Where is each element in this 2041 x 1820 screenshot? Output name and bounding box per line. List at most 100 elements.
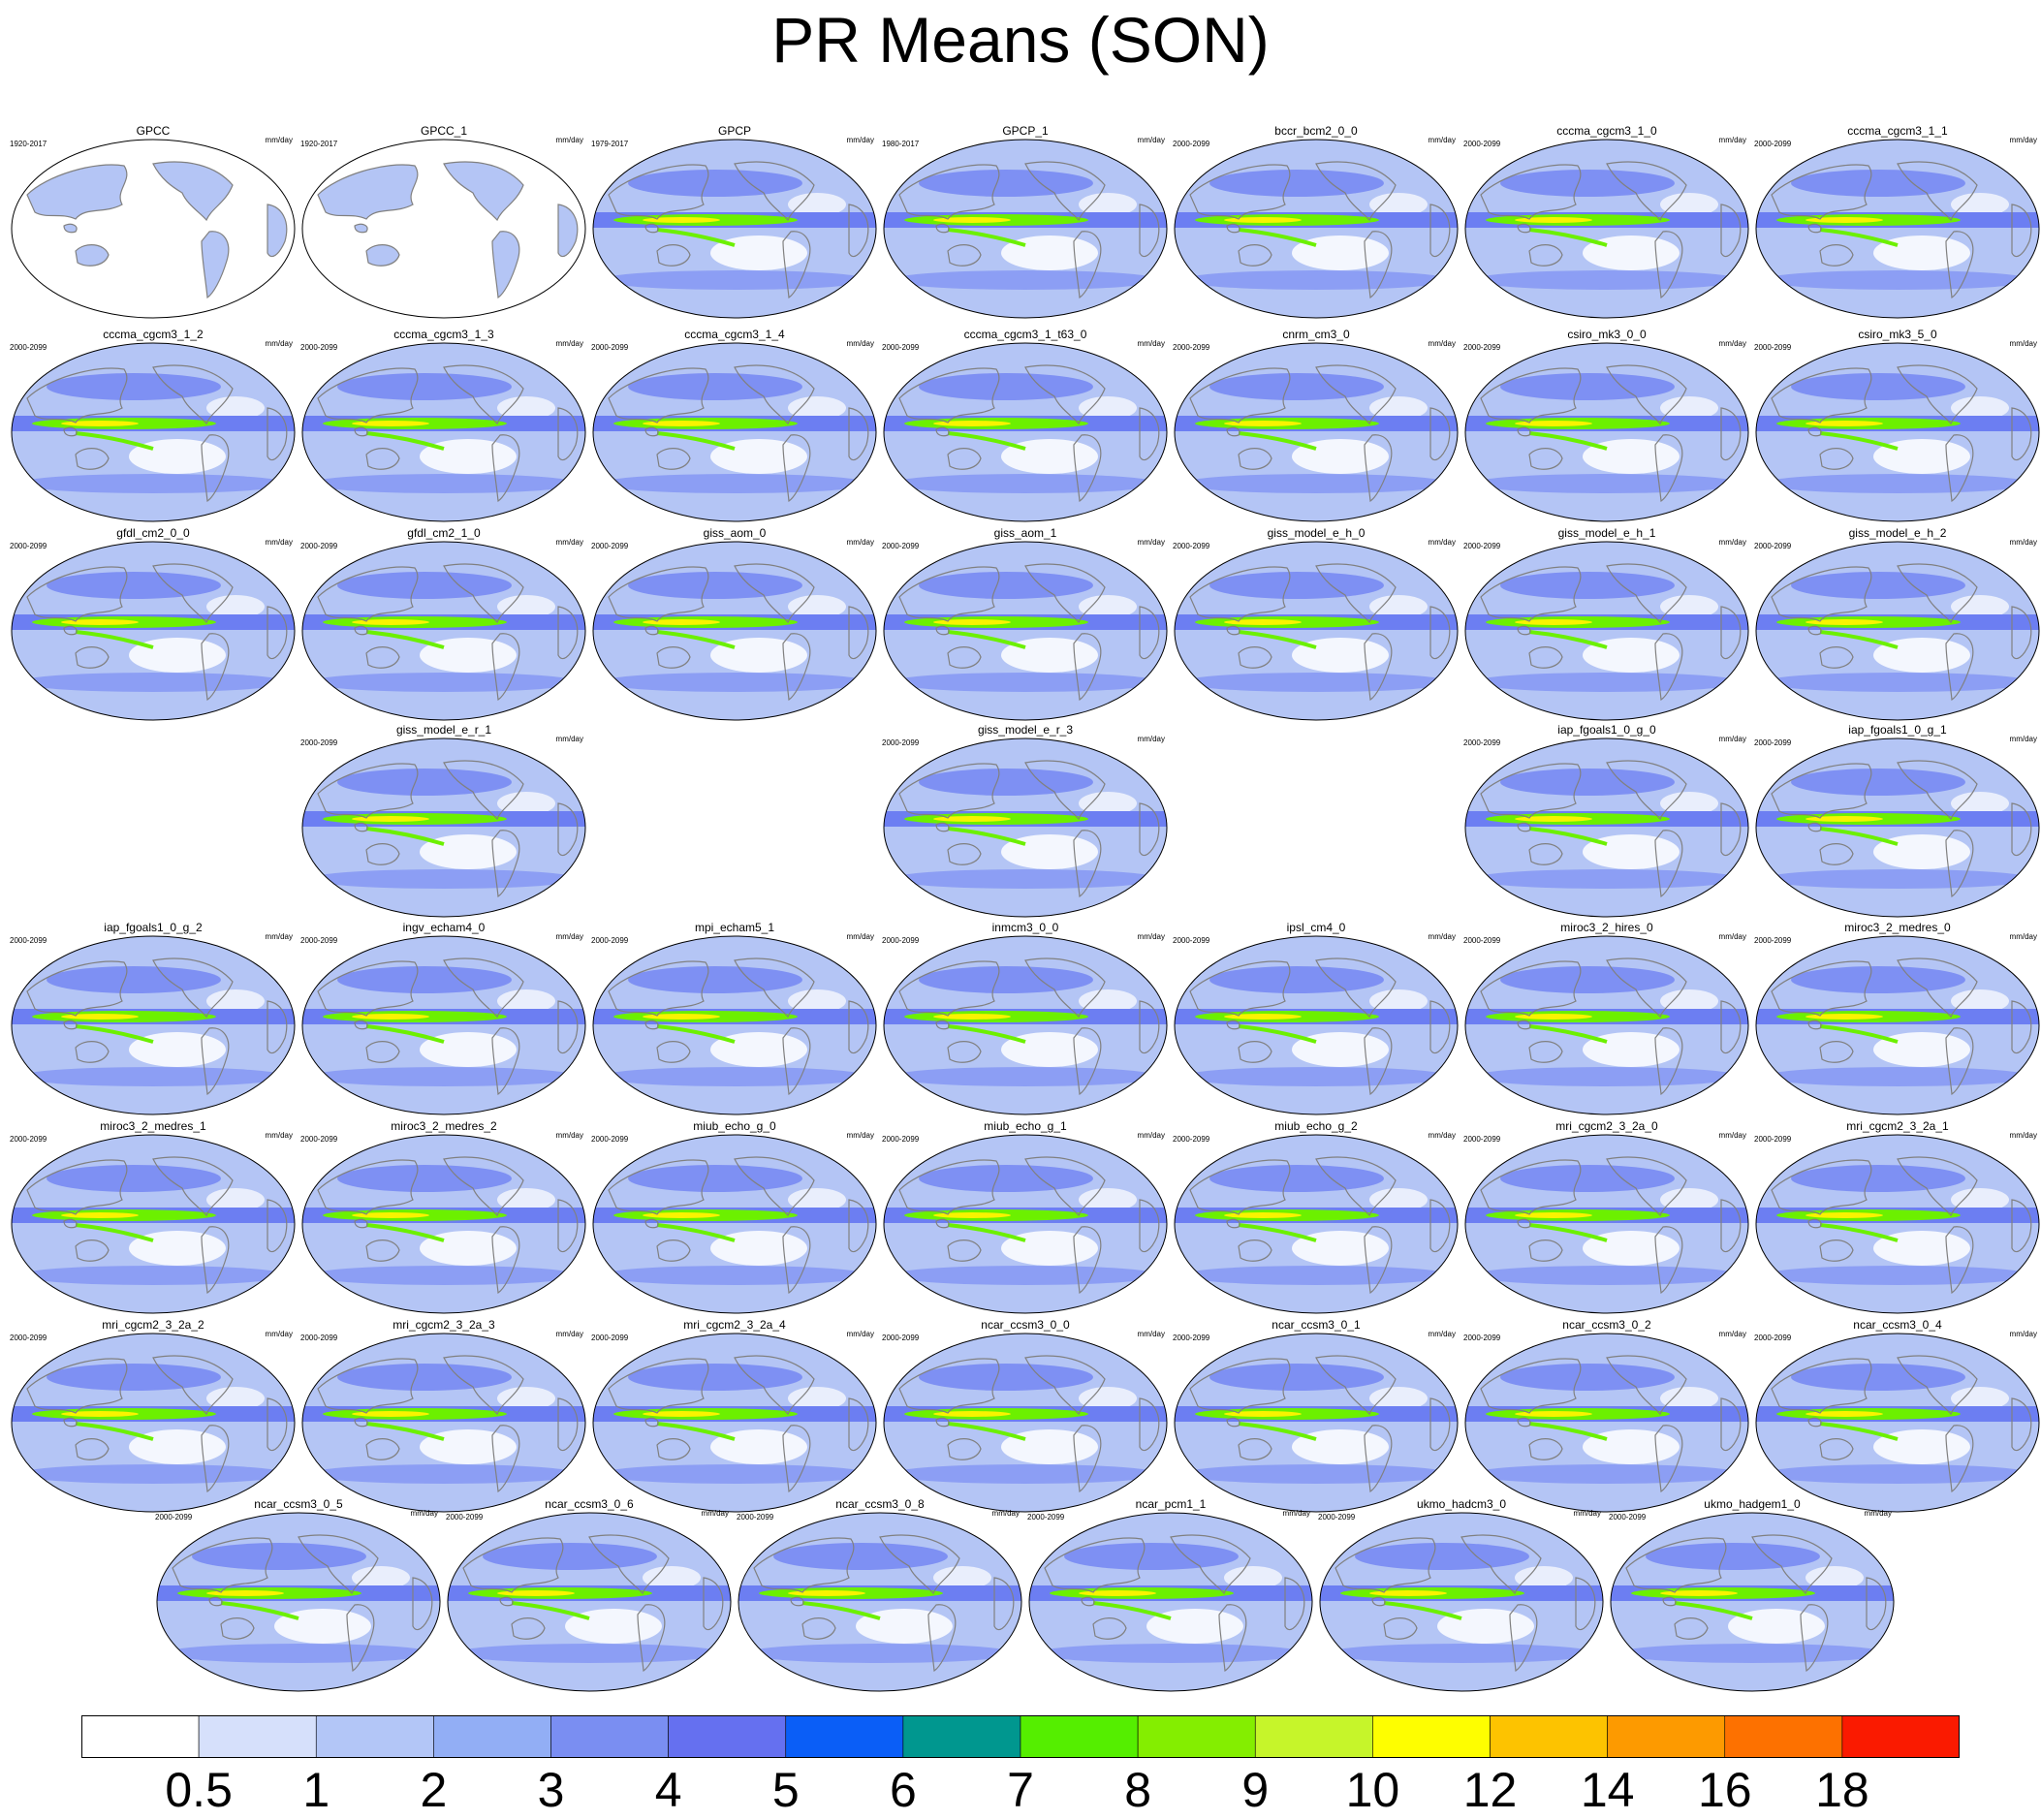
- coastline-3: [443, 364, 524, 425]
- spcz-band: [75, 1422, 154, 1441]
- coastline-0: [753, 1537, 855, 1593]
- coastline-4: [346, 1604, 375, 1673]
- coastline-4: [1945, 1027, 1974, 1096]
- storm-track-south: [1471, 474, 1743, 493]
- map-outline: [883, 541, 1168, 721]
- map-panel: cccma_cgcm3_1_2 2000-2099 mm/day: [8, 328, 298, 526]
- coastline-5: [703, 1577, 724, 1631]
- map-panel: iap_fgoals1_0_g_1 2000-2099 mm/day: [1752, 723, 2041, 922]
- panel-title: giss_model_e_h_2: [1848, 526, 1947, 540]
- panel-period: 2000-2099: [1173, 1334, 1210, 1342]
- panel-units: mm/day: [1718, 538, 1746, 547]
- map-outline: [1755, 935, 2040, 1115]
- itcz-peak: [1806, 619, 1883, 625]
- coastline-2: [63, 625, 78, 636]
- map-outline: [883, 1134, 1168, 1314]
- coastline-0: [1189, 566, 1291, 622]
- panel-period: 2000-2099: [882, 542, 920, 550]
- colorbar-label: 18: [1815, 1763, 1869, 1817]
- coastline-0: [1771, 1159, 1872, 1215]
- itcz-peak: [1369, 1590, 1447, 1596]
- panel-period: 2000-2099: [591, 343, 629, 352]
- map-outline: [1174, 139, 1459, 319]
- coastline-2: [63, 1218, 78, 1229]
- spcz-band: [1819, 1223, 1899, 1242]
- colorbar-swatch: [315, 1715, 434, 1758]
- spcz-band: [365, 1422, 445, 1441]
- coastline-3: [1897, 1355, 1978, 1416]
- map-panel: csiro_mk3_5_0 2000-2099 mm/day: [1752, 328, 2041, 526]
- map-panel: ingv_echam4_0 2000-2099 mm/day: [298, 921, 589, 1119]
- map-outline: [11, 342, 296, 522]
- map-panel: ncar_ccsm3_0_5 2000-2099 mm/day: [153, 1497, 444, 1696]
- coastline-5: [1720, 1000, 1742, 1054]
- itcz-peak: [61, 1212, 139, 1218]
- map-outline: [1464, 1333, 1749, 1513]
- dry-zone-north: [1951, 792, 2009, 815]
- coastline-4: [1945, 1425, 1974, 1493]
- precip-map: [11, 1333, 296, 1513]
- coastline-4: [1509, 1604, 1538, 1673]
- panel-period: 1980-2017: [882, 140, 920, 148]
- coastline-2: [1371, 1596, 1386, 1607]
- colorbar-label: 4: [654, 1763, 682, 1817]
- coastline-0: [1189, 1159, 1291, 1215]
- colorbar-label: 1: [302, 1763, 330, 1817]
- itcz-peak: [206, 1590, 284, 1596]
- coastline-1: [1238, 244, 1272, 267]
- coastline-0: [1771, 566, 1872, 622]
- coastline-5: [2011, 1199, 2032, 1253]
- panel-period: 2000-2099: [446, 1513, 484, 1522]
- panel-period: 2000-2099: [10, 542, 47, 550]
- panel-title: gfdl_cm2_1_0: [407, 526, 481, 540]
- panel-period: 2000-2099: [1173, 542, 1210, 550]
- coastline-4: [1073, 434, 1102, 503]
- map-panel: miroc3_2_medres_2 2000-2099 mm/day: [298, 1119, 589, 1318]
- coastline-0: [898, 763, 1000, 819]
- coastline-2: [354, 822, 368, 832]
- itcz-peak: [933, 619, 1011, 625]
- coastline-1: [365, 1438, 400, 1460]
- map-panel: ncar_ccsm3_0_4 2000-2099 mm/day: [1752, 1318, 2041, 1517]
- dry-zone-north: [1806, 1566, 1864, 1589]
- coastline-3: [1606, 957, 1687, 1019]
- coastline-0: [26, 1358, 128, 1414]
- coastline-3: [734, 364, 815, 425]
- coastline-3: [1606, 1156, 1687, 1217]
- coastline-0: [317, 960, 419, 1017]
- map-outline: [1174, 935, 1459, 1115]
- map-outline: [301, 1134, 586, 1314]
- coastline-3: [152, 161, 234, 222]
- page-title: PR Means (SON): [771, 4, 1270, 76]
- panel-title: ncar_ccsm3_0_6: [545, 1497, 634, 1511]
- panel-period: 2000-2099: [1318, 1513, 1356, 1522]
- itcz-peak: [643, 1411, 720, 1417]
- panel-units: mm/day: [1864, 1509, 1892, 1518]
- colorbar-label: 3: [537, 1763, 565, 1817]
- coastline-2: [1517, 625, 1531, 636]
- panel-title: miroc3_2_hires_0: [1560, 921, 1653, 934]
- storm-track-south: [1471, 1464, 1743, 1484]
- itcz-peak: [1806, 421, 1883, 426]
- colorbar-swatch: [550, 1715, 669, 1758]
- dry-zone-north: [1369, 989, 1428, 1013]
- storm-track-north: [1791, 1165, 1965, 1192]
- panel-title: miroc3_2_medres_2: [391, 1119, 497, 1133]
- coastline-1: [1092, 1617, 1127, 1640]
- panel-title: cccma_cgcm3_1_3: [393, 328, 494, 341]
- storm-track-north: [919, 373, 1093, 400]
- map-panel: ncar_ccsm3_0_2 2000-2099 mm/day: [1461, 1318, 1752, 1517]
- panel-title: mri_cgcm2_3_2a_4: [683, 1318, 786, 1332]
- storm-track-north: [919, 170, 1093, 197]
- dry-zone-north: [1951, 595, 2009, 618]
- coastline-1: [947, 843, 982, 865]
- panel-units: mm/day: [1137, 136, 1165, 144]
- precip-map: [11, 139, 296, 319]
- panel-period: 2000-2099: [591, 542, 629, 550]
- coastline-2: [644, 1417, 659, 1428]
- coastline-5: [2011, 1000, 2032, 1054]
- coastline-0: [1480, 1159, 1582, 1215]
- panel-title: cccma_cgcm3_1_0: [1556, 124, 1657, 138]
- coastline-1: [220, 1617, 255, 1640]
- panel-units: mm/day: [1718, 1330, 1746, 1338]
